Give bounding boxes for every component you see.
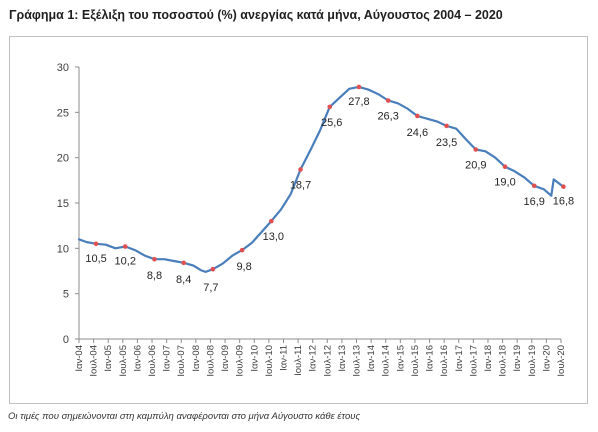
chart-title: Γράφημα 1: Εξέλιξη του ποσοστού (%) ανερ…: [9, 8, 503, 22]
data-marker: [239, 247, 245, 253]
x-tick-label: Ιαν-17: [454, 345, 465, 372]
data-marker: [444, 123, 449, 129]
data-marker: [122, 244, 128, 249]
plot-area: 10,5 10,2 8,8 8,4 7,7 9,8 13,0 18,7 25,6 27,8 26,3…: [77, 84, 574, 294]
data-label: 27,8: [348, 96, 369, 108]
data-label: 7,7: [203, 282, 218, 294]
y-tick-label: 15: [57, 198, 69, 210]
data-label: 13,0: [263, 231, 284, 243]
x-tick-label: Ιαν-11: [278, 345, 289, 371]
x-tick-label: Ιουλ-14: [381, 345, 392, 377]
x-tick-label: Ιουλ-10: [264, 345, 275, 377]
x-tick-label: Ιαν-06: [132, 345, 143, 372]
data-label: 26,3: [377, 111, 398, 123]
y-tick-label: 10: [57, 243, 69, 255]
x-tick-label: Ιαν-19: [512, 345, 523, 372]
x-tick-label: Ιουλ-15: [410, 345, 421, 377]
y-tick-label: 25: [57, 107, 69, 119]
data-marker: [298, 167, 303, 172]
x-tick-label: Ιουλ-08: [205, 345, 216, 377]
data-label: 10,2: [115, 256, 136, 268]
data-marker: [561, 184, 566, 189]
series-line: [77, 85, 565, 273]
data-marker: [531, 183, 537, 189]
x-tick-label: Ιαν-15: [395, 345, 406, 372]
data-marker: [327, 104, 333, 110]
data-marker: [93, 241, 99, 247]
data-label: 25,6: [321, 117, 342, 129]
x-tick-label: Ιουλ-06: [147, 345, 158, 377]
chart-footnote: Οι τιμές που σημειώνονται στη καμπύλη αν…: [8, 411, 361, 422]
data-marker: [152, 256, 157, 262]
data-label: 10,5: [85, 253, 106, 265]
x-tick-label: Ιουλ-19: [527, 345, 538, 377]
x-tick-label: Ιαν-12: [308, 345, 319, 372]
x-tick-label: Ιουλ-18: [498, 345, 509, 377]
x-tick-label: Ιουλ-12: [322, 345, 333, 377]
data-label: 18,7: [290, 179, 311, 191]
data-marker: [473, 147, 479, 152]
x-tick-label: Ιαν-16: [425, 345, 436, 372]
x-tick-label: Ιαν-14: [366, 345, 377, 372]
x-tick-label: Ιαν-09: [220, 345, 231, 372]
x-tick-label: Ιαν-07: [162, 345, 173, 372]
x-tick-label: Ιαν-10: [249, 345, 260, 372]
x-tick-label: Ιουλ-05: [118, 345, 129, 377]
y-tick-label: 0: [63, 334, 69, 346]
data-marker: [502, 164, 508, 170]
x-tick-label: Ιουλ-04: [89, 345, 100, 377]
x-tick-label: Ιαν-18: [483, 345, 494, 372]
x-tick-label: Ιουλ-09: [235, 345, 246, 377]
x-tick-label: Ιουλ-11: [293, 345, 304, 376]
y-tick-label: 20: [57, 153, 69, 165]
data-marker: [385, 98, 391, 103]
data-label: 23,5: [436, 137, 457, 149]
chart-frame: [9, 36, 588, 404]
data-marker: [356, 84, 362, 90]
x-tick-label: Ιουλ-20: [556, 345, 567, 377]
y-tick-label: 30: [57, 62, 69, 74]
data-label: 16,8: [553, 196, 574, 208]
data-marker: [269, 218, 274, 224]
x-tick-label: Ιουλ-16: [439, 345, 450, 377]
x-tick-label: Ιουλ-17: [468, 345, 479, 377]
x-tick-label: Ιαν-04: [74, 345, 85, 372]
data-label: 16,9: [524, 196, 545, 208]
data-label: 20,9: [465, 160, 486, 172]
x-tick-label: Ιουλ-13: [352, 345, 363, 377]
data-label: 8,8: [147, 270, 162, 282]
data-marker: [181, 260, 186, 266]
data-label: 19,0: [494, 177, 515, 189]
x-tick-label: Ιαν-08: [191, 345, 202, 372]
x-tick-label: Ιουλ-07: [176, 345, 187, 377]
data-label: 24,6: [407, 127, 428, 139]
data-marker: [210, 266, 216, 272]
x-tick-label: Ιαν-20: [541, 345, 552, 372]
y-tick-label: 5: [63, 289, 69, 301]
data-marker: [415, 113, 420, 119]
x-tick-label: Ιαν-05: [103, 345, 114, 372]
data-label: 8,4: [176, 274, 191, 286]
x-tick-label: Ιαν-13: [337, 345, 348, 372]
data-label: 9,8: [236, 261, 251, 273]
